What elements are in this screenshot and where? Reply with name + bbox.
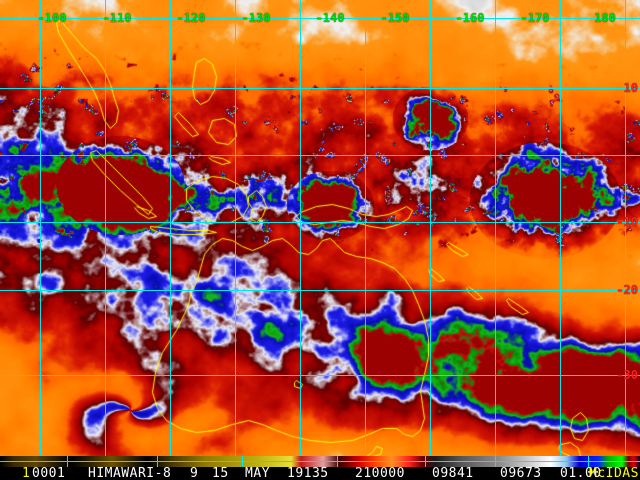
- status-bar: 1 0001 HIMAWARI-8 9 15 MAY 19135 210000 09841 096…: [0, 467, 640, 480]
- status-frame-number: 1: [22, 466, 31, 480]
- colorbar-tick-0: [67, 456, 68, 467]
- status-element: 09673: [500, 466, 542, 480]
- colorbar-tick-3: [337, 456, 338, 467]
- status-day: 15: [212, 466, 229, 480]
- colorbar-tick-5: [495, 456, 496, 467]
- color-enhancement-bar[interactable]: [0, 456, 640, 467]
- status-brand: McIDAS: [589, 466, 639, 480]
- himawari-infrared-image[interactable]: [0, 0, 640, 456]
- colorbar-tick-4: [425, 456, 426, 467]
- colorbar-tick-6: [588, 456, 589, 467]
- colorbar-baseline: [0, 461, 640, 462]
- colorbar-tick-1: [157, 456, 158, 467]
- colorbar-tick-2: [242, 456, 243, 467]
- status-resolution: 01.00: [560, 466, 602, 480]
- status-time-utc: 210000: [355, 466, 405, 480]
- status-line: 09841: [432, 466, 474, 480]
- bottom-panel: 1 0001 HIMAWARI-8 9 15 MAY 19135 210000 09841 096…: [0, 456, 640, 480]
- status-month: MAY: [245, 466, 270, 480]
- status-band: 9: [190, 466, 199, 480]
- status-satellite: HIMAWARI-8: [88, 466, 172, 480]
- status-julian-date: 19135: [287, 466, 329, 480]
- status-image-number: 0001: [32, 466, 66, 480]
- satellite-image-viewport[interactable]: -100 -110 -120 -130 -140 -150 -160 -170 180 10 -10…: [0, 0, 640, 456]
